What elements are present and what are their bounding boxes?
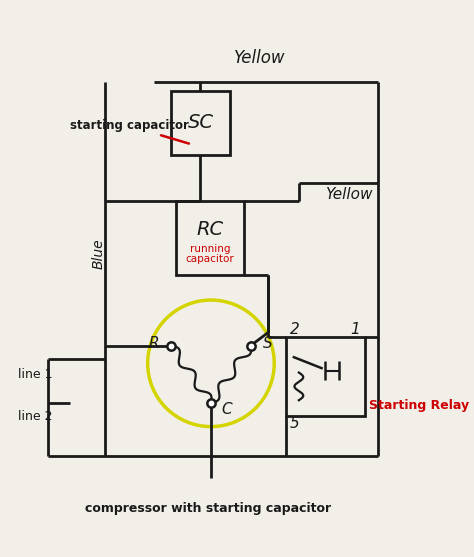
Text: 1: 1	[351, 323, 360, 338]
Text: R: R	[148, 336, 159, 351]
Text: Starting Relay: Starting Relay	[369, 399, 469, 412]
Text: SC: SC	[188, 114, 214, 133]
Text: line 2: line 2	[18, 409, 52, 423]
Text: 5: 5	[290, 416, 300, 431]
Text: Yellow: Yellow	[234, 50, 285, 67]
Text: compressor with starting capacitor: compressor with starting capacitor	[85, 502, 331, 515]
Text: capacitor: capacitor	[186, 254, 235, 264]
Text: line 1: line 1	[18, 368, 52, 381]
Text: starting capacitor: starting capacitor	[70, 120, 189, 144]
Text: Blue: Blue	[91, 238, 105, 269]
Text: RC: RC	[197, 219, 224, 238]
Text: Yellow: Yellow	[325, 187, 373, 202]
Text: 2: 2	[290, 323, 300, 338]
Text: running: running	[190, 245, 230, 255]
Text: S: S	[263, 336, 273, 351]
Bar	[176, 201, 245, 275]
Bar	[172, 91, 230, 155]
Bar	[286, 337, 365, 416]
Text: C: C	[221, 402, 232, 417]
